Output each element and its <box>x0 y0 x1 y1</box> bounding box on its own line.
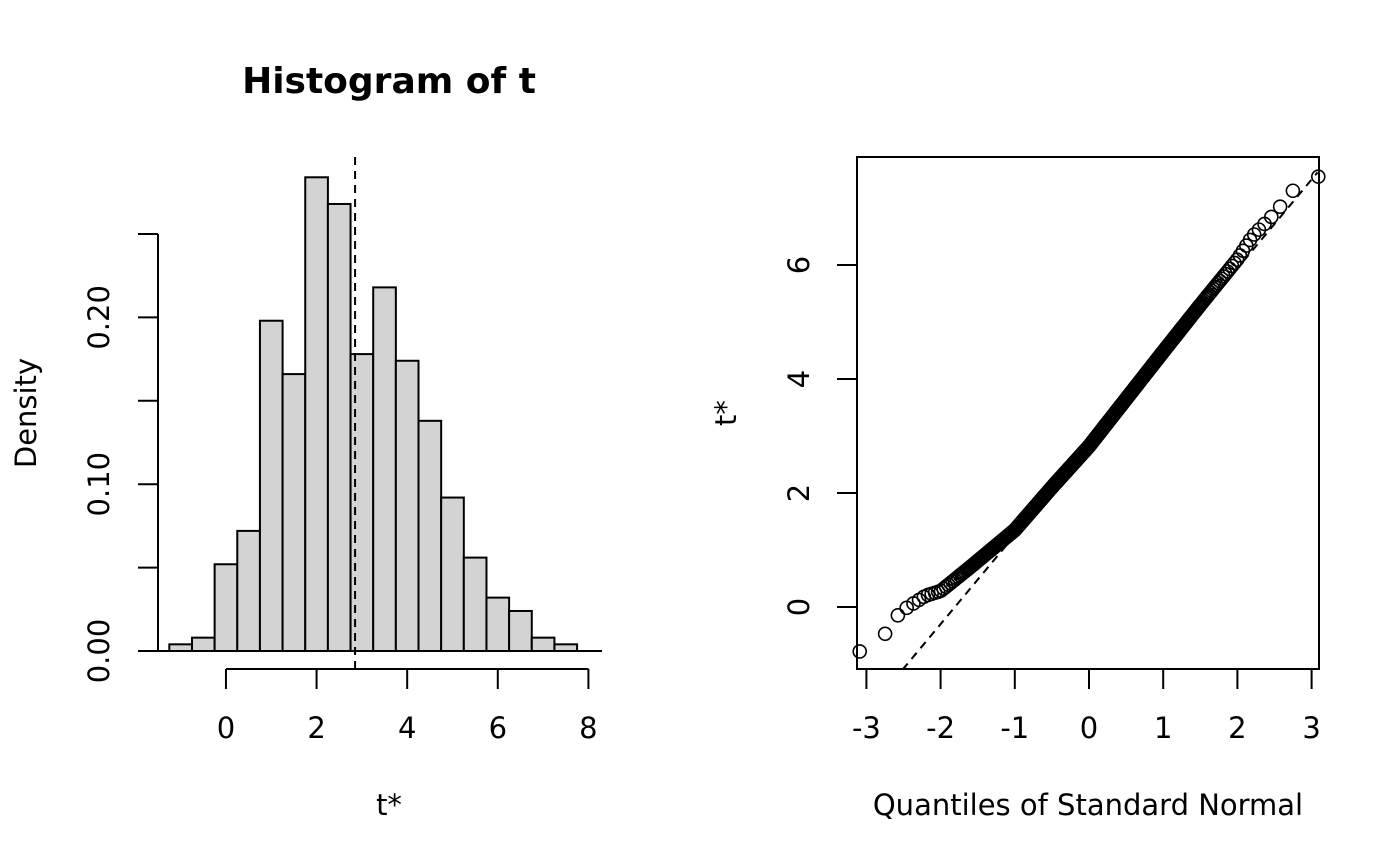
histogram-y-tick-label: 0.20 <box>82 285 116 350</box>
histogram-y-tick-label: 0.10 <box>82 452 116 517</box>
histogram-bar <box>349 353 375 652</box>
histogram-y-axis: 0.00 0.10 0.20 <box>82 233 159 684</box>
histogram-bar <box>440 496 465 652</box>
histogram-bar <box>213 563 239 652</box>
histogram-bar <box>417 419 443 653</box>
qq-x-tick-label: 0 <box>1080 711 1098 745</box>
histogram-x-tick-label: 2 <box>307 711 325 745</box>
qq-x-tick-label: 1 <box>1154 711 1172 745</box>
histogram-bar <box>508 609 533 653</box>
qq-y-tick-label: 0 <box>782 598 816 616</box>
histogram-bar <box>553 643 579 653</box>
qq-point <box>1310 169 1326 184</box>
histogram-bar <box>485 596 511 653</box>
histogram-bar <box>372 286 397 652</box>
qq-x-tick-label: -2 <box>926 711 955 745</box>
histogram-x-axis: 0 2 4 6 8 <box>158 650 602 745</box>
histogram-bar <box>394 359 420 652</box>
qq-point <box>1227 255 1242 271</box>
qq-point <box>1264 209 1279 225</box>
qq-point <box>1246 227 1262 242</box>
qq-point <box>890 608 906 623</box>
histogram-panel: Histogram of t 0 2 4 6 8 0.00 0.10 0.20 t* Den… <box>9 61 602 822</box>
histogram-bar <box>236 529 261 652</box>
histogram-x-tick-label: 0 <box>217 711 235 745</box>
qq-x-tick-label: 2 <box>1228 711 1246 745</box>
histogram-y-label: Density <box>9 358 43 468</box>
qq-y-label: t* <box>709 400 743 426</box>
histogram-y-tick-label: 0.00 <box>82 619 116 684</box>
qq-x-tick-label: -3 <box>852 711 881 745</box>
histogram-x-tick-label: 8 <box>579 711 597 745</box>
qq-points <box>852 169 1326 659</box>
qq-y-axis: 0 2 4 6 <box>782 256 858 616</box>
qq-point <box>852 644 868 659</box>
qq-panel: -3 -2 -1 0 1 2 3 0 2 4 6 Quantiles of Standard No… <box>709 156 1326 822</box>
histogram-bar <box>258 319 284 652</box>
qq-y-tick-label: 4 <box>782 370 816 388</box>
histogram-bar <box>530 636 556 653</box>
histogram-bars <box>168 176 579 653</box>
qq-y-tick-label: 2 <box>782 484 816 502</box>
histogram-title: Histogram of t <box>242 61 536 102</box>
qq-point <box>877 626 893 642</box>
qq-x-label: Quantiles of Standard Normal <box>873 788 1303 822</box>
histogram-x-tick-label: 6 <box>489 711 507 745</box>
histogram-bar <box>190 636 216 653</box>
histogram-x-label: t* <box>376 788 402 822</box>
histogram-bar <box>326 202 352 652</box>
qq-x-axis: -3 -2 -1 0 1 2 3 <box>852 668 1321 745</box>
histogram-x-tick-label: 4 <box>398 711 416 745</box>
histogram-bar <box>304 176 329 652</box>
qq-x-tick-label: 3 <box>1302 711 1320 745</box>
qq-x-tick-label: -1 <box>1000 711 1029 745</box>
histogram-bar <box>281 373 307 652</box>
histogram-bar <box>168 643 193 653</box>
qq-y-tick-label: 6 <box>782 256 816 274</box>
histogram-bar <box>462 556 488 652</box>
qq-point <box>1285 183 1301 199</box>
qq-point <box>1272 199 1288 214</box>
